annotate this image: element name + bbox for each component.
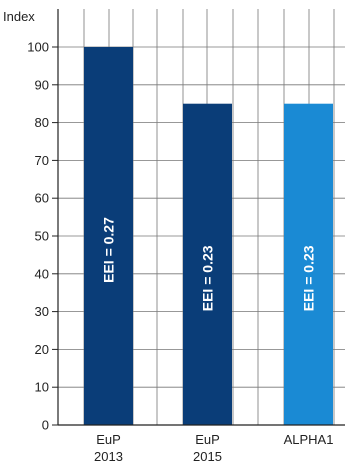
- y-tick-label: 10: [35, 380, 49, 395]
- y-axis-ticks: 0 10 20 30 40 50 60 70 80 90 100: [27, 9, 345, 433]
- y-tick-label: 0: [42, 418, 49, 433]
- bars: [84, 47, 333, 425]
- y-axis-label: Index: [3, 9, 35, 24]
- y-tick-label: 90: [35, 77, 49, 92]
- bar: [284, 103, 333, 425]
- y-tick-label: 20: [35, 342, 49, 357]
- y-tick-label: 100: [27, 40, 49, 55]
- y-tick-label: 30: [35, 304, 49, 319]
- bar-value-labels: EEI = 0.27 EEI = 0.23 EEI = 0.23: [101, 217, 317, 311]
- bar-value-label: EEI = 0.23: [301, 245, 317, 311]
- bar: [183, 103, 232, 425]
- x-axis-categories: EuP 2013 EuP 2015 ALPHA1: [94, 432, 333, 464]
- y-tick-label: 50: [35, 229, 49, 244]
- bar-value-label: EEI = 0.27: [101, 217, 117, 283]
- y-tick-label: 80: [35, 115, 49, 130]
- bar: [84, 47, 133, 425]
- bar-value-label: EEI = 0.23: [200, 245, 216, 311]
- y-tick-label: 60: [35, 191, 49, 206]
- y-tick-label: 40: [35, 266, 49, 281]
- x-category-label: ALPHA1: [284, 432, 334, 447]
- x-category-label: EuP 2015: [193, 432, 222, 464]
- x-category-label: EuP 2013: [94, 432, 123, 464]
- y-tick-label: 70: [35, 153, 49, 168]
